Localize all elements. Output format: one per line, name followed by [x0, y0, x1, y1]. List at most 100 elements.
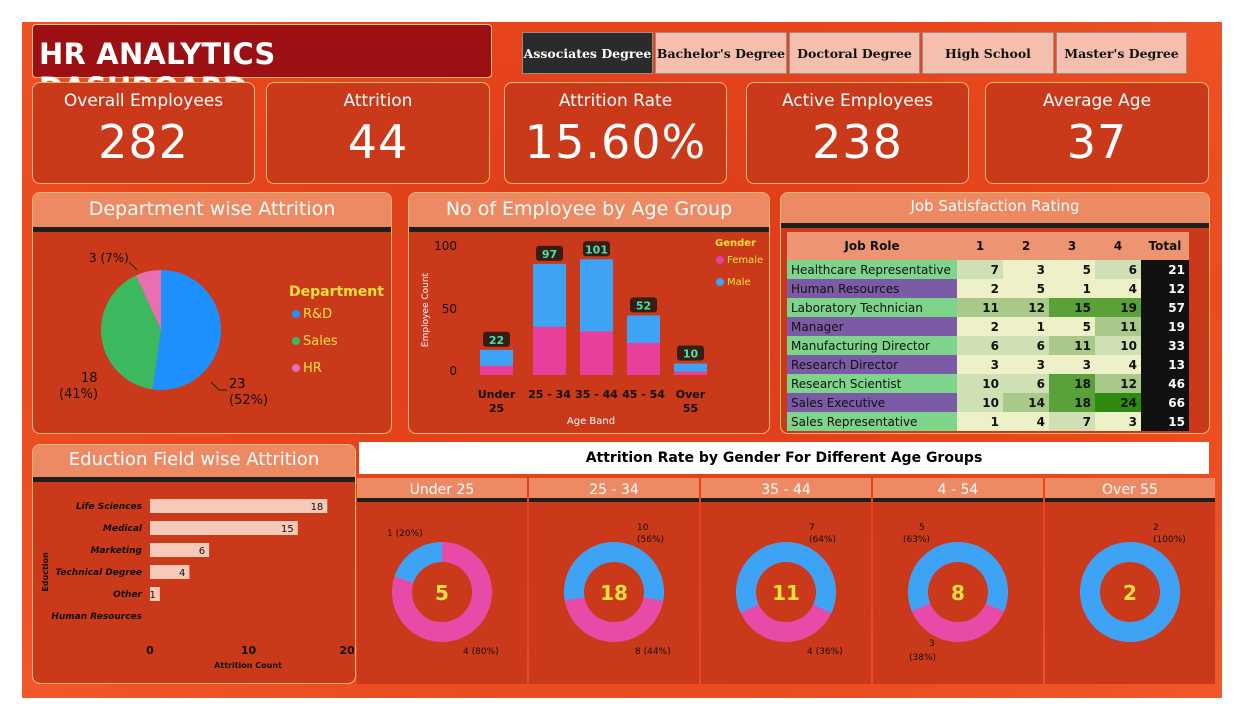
bar-value-label: 15: [281, 524, 294, 535]
rating-cell: 1: [957, 412, 1003, 431]
bar-female[interactable]: [627, 342, 660, 375]
bar-male[interactable]: [627, 315, 660, 343]
bar-total-label: 101: [585, 243, 608, 256]
column-header[interactable]: 2: [1003, 232, 1049, 260]
bar-total-label: 97: [542, 248, 557, 261]
table-row[interactable]: Sales Executive 10 14 18 24 66: [787, 393, 1189, 412]
pie-label-rd: 23: [229, 377, 246, 392]
x-tick-label: 25: [489, 402, 504, 415]
total-cell: 19: [1141, 317, 1189, 336]
column-header[interactable]: Job Role: [787, 232, 957, 260]
bar-female[interactable]: [674, 371, 707, 375]
donut-title: 35 - 44: [701, 478, 871, 502]
table-row[interactable]: Human Resources 2 5 1 4 12: [787, 279, 1189, 298]
bar-total-label: 22: [489, 334, 504, 347]
kpi-card: Average Age 37: [985, 82, 1209, 184]
table-row[interactable]: Sales Representative 1 4 7 3 15: [787, 412, 1189, 431]
education-bar-chart: Life Sciences 18 Medical 15 Marketing 6 Techni…: [41, 499, 355, 670]
rating-cell: 5: [1049, 317, 1095, 336]
column-header[interactable]: 1: [957, 232, 1003, 260]
legend-item: Sales: [303, 334, 338, 349]
rating-cell: 2: [957, 279, 1003, 298]
table-row[interactable]: Manager 2 1 5 11 19: [787, 317, 1189, 336]
table-row[interactable]: Research Scientist 10 6 18 12 46: [787, 374, 1189, 393]
x-tick-label: 10: [241, 644, 257, 657]
y-tick-label: 100: [434, 239, 457, 253]
column-header[interactable]: 3: [1049, 232, 1095, 260]
bar-female[interactable]: [480, 365, 513, 375]
bar-female[interactable]: [580, 331, 613, 375]
kpi-value: 282: [98, 115, 189, 169]
job-role-cell: Laboratory Technician: [787, 298, 957, 317]
education-bar[interactable]: [150, 499, 328, 513]
x-tick-label: 25 - 34: [528, 388, 571, 401]
pie-slice-sales[interactable]: [100, 275, 161, 390]
x-tick-label: Under: [478, 388, 516, 401]
bar-male[interactable]: [674, 363, 707, 372]
rating-cell: 12: [1095, 374, 1141, 393]
education-bar[interactable]: [150, 543, 210, 557]
rating-cell: 10: [957, 374, 1003, 393]
pie-label-rd: (52%): [229, 393, 268, 408]
table-row[interactable]: Laboratory Technician 11 12 15 19 57: [787, 298, 1189, 317]
table-row[interactable]: Research Director 3 3 3 4 13: [787, 355, 1189, 374]
donut-label-female: (38%): [909, 653, 936, 663]
slicer-button-bachelor-s-degree[interactable]: Bachelor's Degree: [655, 32, 787, 74]
y-tick-label: 0: [449, 364, 457, 378]
rating-cell: 3: [1049, 355, 1095, 374]
job-role-cell: Manufacturing Director: [787, 336, 957, 355]
education-bar[interactable]: [150, 521, 298, 535]
leader-line: [210, 381, 227, 391]
slicer-button-doctoral-degree[interactable]: Doctoral Degree: [789, 32, 920, 74]
donut-segment-male[interactable]: [564, 542, 664, 642]
donut-center-value: 2: [1123, 581, 1137, 605]
slicer-button-master-s-degree[interactable]: Master's Degree: [1056, 32, 1187, 74]
column-header[interactable]: 4: [1095, 232, 1141, 260]
panel-divider: [409, 227, 769, 232]
donut-label-female: 4 (36%): [807, 647, 843, 657]
bar-male[interactable]: [480, 349, 513, 366]
bar-male[interactable]: [533, 263, 566, 327]
donut-label-male: (64%): [809, 535, 836, 545]
donut-center-value: 8: [951, 581, 965, 605]
bar-total-label: 10: [683, 348, 699, 361]
column-header[interactable]: Total: [1141, 232, 1189, 260]
rating-cell: 18: [1049, 393, 1095, 412]
table-header-row: Job Role 1 2 3 4 Total: [787, 232, 1189, 260]
donut-label-female: 3: [929, 639, 935, 649]
leader-line: [128, 261, 138, 271]
legend-marker: [292, 337, 300, 345]
donut-center-value: 11: [772, 581, 800, 605]
rating-cell: 7: [1049, 412, 1095, 431]
gender-donut-chart: 18 10 (56%) 8 (44%): [564, 523, 671, 657]
education-attrition-panel: Eduction Field wise Attrition Life Scien…: [32, 444, 356, 684]
pie-slice-rd[interactable]: [152, 270, 221, 390]
donut-segment-male[interactable]: [906, 540, 1011, 645]
slicer-button-high-school[interactable]: High School: [922, 32, 1054, 74]
donut-segment-male[interactable]: [733, 539, 839, 645]
job-satisfaction-table: Job Role 1 2 3 4 Total Healthcare Representati…: [787, 232, 1189, 431]
legend-marker: [716, 278, 724, 286]
job-role-cell: Manager: [787, 317, 957, 336]
job-role-cell: Research Director: [787, 355, 957, 374]
bar-female[interactable]: [533, 326, 566, 375]
gender-donut-chart: 5 1 (20%) 4 (80%): [387, 529, 499, 657]
total-cell: 12: [1141, 279, 1189, 298]
slicer-button-associates-degree[interactable]: Associates Degree: [522, 32, 653, 74]
gender-donut-panel: 25 - 34 18 10 (56%) 8 (44%): [529, 478, 699, 684]
gender-donut-chart: 2 2 (100%): [1080, 523, 1186, 642]
gender-donut-chart: 8 5 (63%) 3 (38%): [903, 523, 1011, 663]
donut-center-value: 18: [600, 581, 628, 605]
kpi-value: 44: [347, 115, 409, 169]
table-row[interactable]: Healthcare Representative 7 3 5 6 21: [787, 260, 1189, 279]
education-bar[interactable]: [150, 587, 160, 601]
table-row[interactable]: Manufacturing Director 6 6 11 10 33: [787, 336, 1189, 355]
pie-slice-hr[interactable]: [136, 270, 161, 330]
donut-title: 25 - 34: [529, 478, 699, 502]
donut-label-male: (100%): [1153, 535, 1186, 545]
education-bar[interactable]: [150, 565, 190, 579]
kpi-label: Attrition Rate: [558, 91, 673, 111]
kpi-label: Active Employees: [781, 91, 934, 111]
bar-male[interactable]: [580, 259, 613, 332]
donut-segment-male[interactable]: [1080, 542, 1180, 642]
